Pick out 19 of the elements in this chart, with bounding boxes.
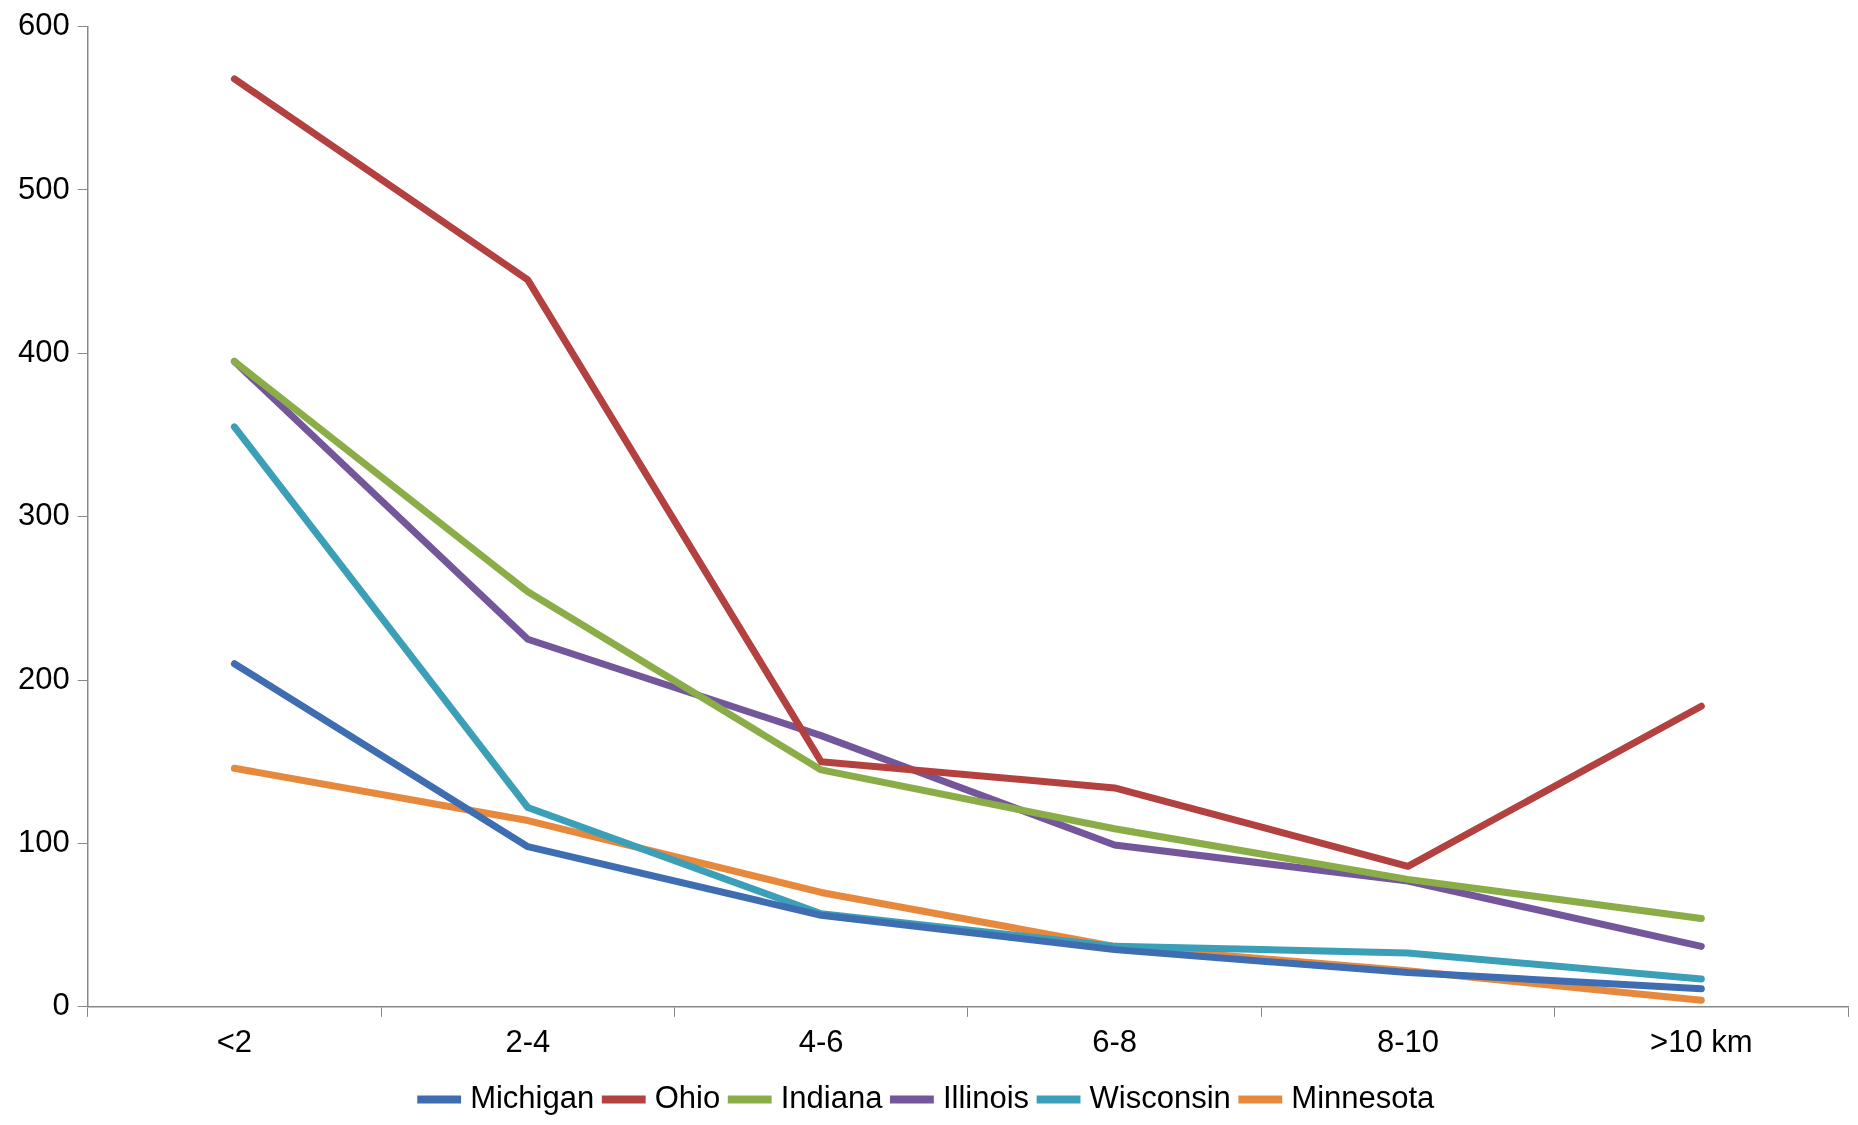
y-tick-label: 400 [17,333,70,369]
y-tick-label: 200 [17,660,70,696]
legend-label: Indiana [780,1080,884,1116]
x-tick-label: 4-6 [798,1023,844,1059]
x-tick-label: >10 km [1650,1023,1753,1059]
legend-label: Michigan [470,1080,595,1116]
legend-label: Wisconsin [1089,1080,1231,1116]
x-tick-label: 8-10 [1376,1023,1439,1059]
y-tick-label: 600 [17,7,70,43]
x-tick-label: <2 [216,1023,253,1059]
y-tick-label: 0 [52,987,70,1023]
x-tick-label: 2-4 [505,1023,551,1059]
legend-label: Ohio [654,1080,721,1116]
y-tick-label: 100 [17,823,70,859]
x-tick-label: 6-8 [1092,1023,1137,1059]
y-tick-label: 500 [17,170,70,206]
legend-label: Illinois [942,1080,1030,1116]
y-tick-label: 300 [17,497,70,533]
legend-label: Minnesota [1291,1080,1436,1116]
